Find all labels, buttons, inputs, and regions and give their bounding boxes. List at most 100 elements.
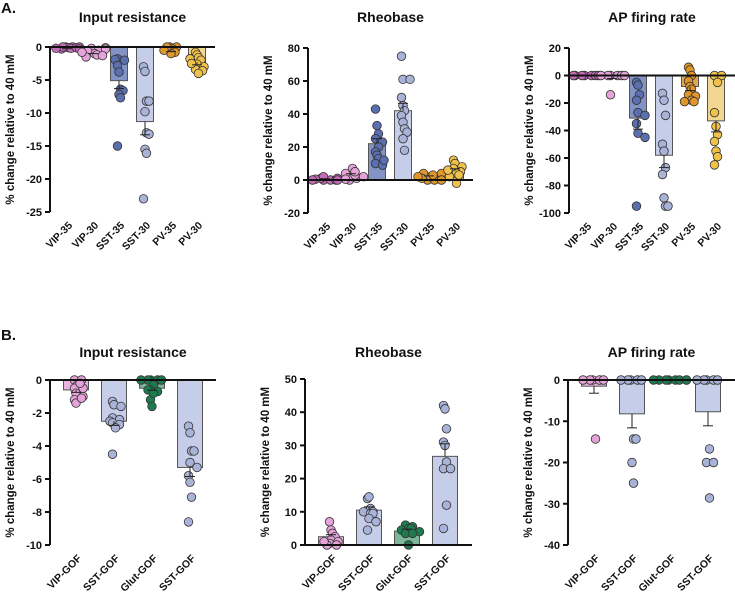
data-point bbox=[407, 528, 418, 539]
y-tick-label: -25 bbox=[26, 207, 42, 219]
data-point bbox=[712, 77, 723, 88]
data-point bbox=[708, 457, 719, 468]
y-tick-label: -20 bbox=[544, 458, 560, 470]
data-point bbox=[663, 201, 673, 211]
data-point bbox=[183, 517, 194, 527]
data-point bbox=[679, 96, 690, 107]
y-axis-label: % change relative to 40 mM bbox=[263, 55, 275, 205]
data-point bbox=[114, 67, 124, 77]
chart-panel-1: Input resistance % change relative to 40 … bbox=[5, 9, 215, 253]
data-point bbox=[141, 148, 152, 158]
data-point bbox=[709, 160, 720, 170]
y-tick-label: -30 bbox=[544, 499, 560, 511]
data-point bbox=[186, 492, 197, 502]
data-point bbox=[119, 55, 130, 65]
x-tick-label: PV-35 bbox=[669, 221, 698, 250]
y-tick-label: 0 bbox=[291, 540, 297, 552]
data-point bbox=[324, 517, 335, 527]
y-tick-label: -20 bbox=[26, 174, 42, 186]
data-point bbox=[704, 444, 715, 454]
data-point bbox=[107, 449, 118, 459]
data-point bbox=[371, 517, 381, 527]
y-tick-label: -60 bbox=[545, 153, 561, 165]
data-point bbox=[631, 434, 641, 444]
data-point bbox=[140, 106, 150, 117]
data-point bbox=[185, 477, 195, 488]
data-point bbox=[709, 136, 720, 147]
x-tick-label: VIP-GOF bbox=[300, 552, 339, 591]
data-point bbox=[454, 170, 464, 180]
x-tick-label: VIP-GOF bbox=[563, 552, 602, 591]
y-tick-label: 60 bbox=[288, 76, 300, 88]
data-point bbox=[440, 404, 450, 414]
y-tick-label: -20 bbox=[284, 208, 300, 220]
y-tick-label: -40 bbox=[544, 540, 560, 552]
data-point bbox=[97, 50, 108, 61]
x-tick-label: SST-30 bbox=[639, 221, 672, 254]
x-tick-label: SST-GOF bbox=[675, 552, 716, 593]
y-tick-label: -2 bbox=[32, 408, 42, 420]
chart-title: Rheobase bbox=[355, 344, 422, 360]
x-tick-label: SST-GOF bbox=[81, 552, 122, 593]
data-point bbox=[445, 463, 456, 474]
data-point bbox=[396, 51, 407, 61]
data-point bbox=[110, 423, 121, 433]
x-tick-label: VIP-GOF bbox=[45, 552, 84, 591]
y-tick-label: 80 bbox=[288, 43, 300, 55]
x-tick-label: SST-GOF bbox=[157, 552, 198, 593]
data-point bbox=[659, 193, 669, 203]
data-point bbox=[372, 120, 382, 131]
x-tick-label: VIP-35 bbox=[563, 221, 594, 252]
data-point bbox=[712, 151, 723, 162]
data-point bbox=[140, 66, 150, 77]
y-tick-label: 0 bbox=[554, 375, 560, 387]
x-tick-label: PV-35 bbox=[408, 221, 437, 250]
x-tick-label: VIP-35 bbox=[302, 221, 333, 252]
data-point bbox=[689, 96, 699, 107]
y-tick-label: 0 bbox=[36, 42, 42, 54]
x-tick-label: PV-30 bbox=[695, 221, 724, 250]
y-tick-label: 0 bbox=[555, 71, 561, 83]
data-point bbox=[398, 134, 408, 144]
data-point bbox=[443, 165, 453, 175]
data-point bbox=[441, 424, 452, 434]
y-tick-label: -6 bbox=[32, 474, 42, 486]
data-point bbox=[51, 43, 61, 54]
data-point bbox=[192, 462, 202, 473]
data-point bbox=[660, 110, 671, 121]
y-tick-label: 0 bbox=[294, 175, 300, 187]
data-point bbox=[428, 170, 438, 180]
bar-sst-gof bbox=[695, 379, 721, 413]
data-point bbox=[364, 492, 374, 502]
y-tick-label: -10 bbox=[544, 416, 560, 428]
data-point bbox=[370, 104, 381, 114]
y-axis-label: % change relative to 40 mM bbox=[523, 387, 535, 537]
y-tick-label: -10 bbox=[26, 540, 42, 552]
y-axis-label: % change relative to 40 mM bbox=[5, 54, 17, 204]
data-point bbox=[631, 118, 642, 129]
chart-title: AP firing rate bbox=[608, 344, 696, 360]
data-point bbox=[185, 457, 195, 468]
data-point bbox=[350, 167, 360, 177]
panel-letter-b: B. bbox=[1, 327, 16, 344]
data-point bbox=[115, 93, 126, 103]
y-tick-label: -40 bbox=[545, 126, 561, 138]
y-tick-label: 20 bbox=[288, 142, 300, 154]
bar-sst-gof bbox=[619, 379, 645, 415]
y-tick-label: -100 bbox=[539, 208, 561, 220]
chart-title: Rheobase bbox=[357, 9, 424, 25]
data-point bbox=[633, 80, 643, 90]
data-point bbox=[631, 95, 642, 105]
data-point bbox=[590, 434, 601, 444]
chart-title: Input resistance bbox=[79, 9, 187, 25]
data-point bbox=[405, 74, 415, 85]
data-point bbox=[605, 90, 616, 100]
y-tick-label: -4 bbox=[32, 441, 43, 453]
data-point bbox=[396, 92, 407, 103]
y-tick-label: 30 bbox=[285, 440, 297, 452]
y-tick-label: 0 bbox=[36, 375, 42, 387]
data-point bbox=[186, 58, 197, 69]
y-tick-label: -10 bbox=[26, 108, 42, 120]
y-tick-label: -15 bbox=[26, 141, 42, 153]
